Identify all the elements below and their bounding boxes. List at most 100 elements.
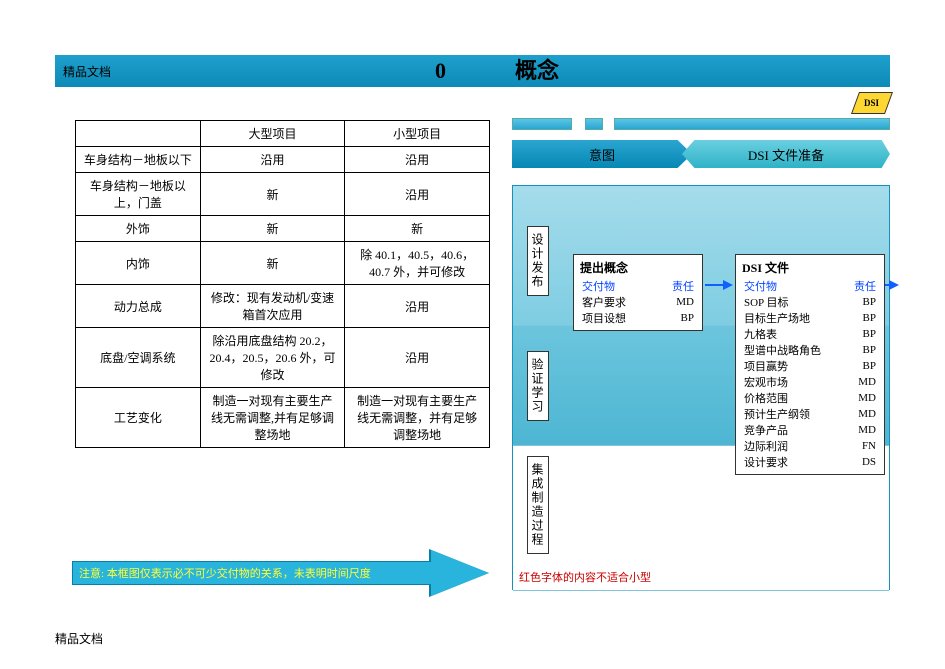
card-row: 项目赢势BP xyxy=(742,358,878,374)
dsi-file-card: DSI 文件 交付物 责任 SOP 目标BP目标生产场地BP九格表BP型谱中战略… xyxy=(735,254,885,475)
note-arrow-text: 注意: 本框图仅表示必不可少交付物的关系，未表明时间尺度 xyxy=(79,565,371,581)
card-row-value: BP xyxy=(845,358,878,374)
card-row-value: MD xyxy=(845,374,878,390)
table-row: 工艺变化制造一对现有主要生产线无需调整,并有足够调整场地制造一对现有主要生产线无… xyxy=(76,388,490,448)
arrow-line-1 xyxy=(705,284,725,286)
card-row: 价格范围MD xyxy=(742,390,878,406)
process-diagram: 设计发布 验证学习 集成制造过程 提出概念 交付物 责任 客户要求MD项目设想B… xyxy=(512,185,890,590)
dsi-card-header-right: 责任 xyxy=(845,278,878,294)
card-row: 竞争产品MD xyxy=(742,422,878,438)
band1-vertical-label: 设计发布 xyxy=(527,226,549,296)
table-cell: 除沿用底盘结构 20.2，20.4，20.5，20.6 外，可修改 xyxy=(200,328,345,388)
card-row-value: BP xyxy=(845,342,878,358)
card-row: 客户要求MD xyxy=(580,294,696,310)
dsi-diamond-badge: DSI xyxy=(851,92,893,114)
card-row-value: MD xyxy=(845,422,878,438)
card-row-value: FN xyxy=(845,438,878,454)
card-row-label: 客户要求 xyxy=(580,294,655,310)
table-cell: 沿用 xyxy=(345,285,490,328)
footer-doc-label: 精品文档 xyxy=(55,630,103,647)
mini-bar xyxy=(614,118,890,130)
arrow-head-exit xyxy=(889,280,899,290)
table-cell: 新 xyxy=(200,173,345,216)
table-cell: 新 xyxy=(200,216,345,242)
table-header-small: 小型项目 xyxy=(345,121,490,147)
table-header-large: 大型项目 xyxy=(200,121,345,147)
card-row: 边际利润FN xyxy=(742,438,878,454)
intent-left-segment: 意图 xyxy=(512,140,692,168)
table-cell: 车身结构－地板以上，门盖 xyxy=(76,173,201,216)
dsi-file-card-title: DSI 文件 xyxy=(742,259,878,276)
card-row-label: 项目赢势 xyxy=(742,358,845,374)
table-cell: 新 xyxy=(345,216,490,242)
table-cell: 车身结构－地板以下 xyxy=(76,147,201,173)
table-row: 外饰新新 xyxy=(76,216,490,242)
table-cell: 工艺变化 xyxy=(76,388,201,448)
card-row-label: 九格表 xyxy=(742,326,845,342)
card-row-label: 预计生产纲领 xyxy=(742,406,845,422)
table-cell: 沿用 xyxy=(345,328,490,388)
band2-vertical-label: 验证学习 xyxy=(527,351,549,421)
card-row: 设计要求DS xyxy=(742,454,878,470)
note-arrow-head xyxy=(431,550,489,596)
table-cell: 修改：现有发动机/变速箱首次应用 xyxy=(200,285,345,328)
header-doc-label: 精品文档 xyxy=(63,63,111,80)
concept-card-title: 提出概念 xyxy=(580,259,696,276)
diagram-footnote: 红色字体的内容不适合小型 xyxy=(519,569,651,585)
table-cell: 动力总成 xyxy=(76,285,201,328)
header-section-number: 0 xyxy=(435,55,446,87)
card-row-value: BP xyxy=(845,326,878,342)
card-row: 项目设想BP xyxy=(580,310,696,326)
table-row: 底盘/空调系统除沿用底盘结构 20.2，20.4，20.5，20.6 外，可修改… xyxy=(76,328,490,388)
arrow-head-1 xyxy=(723,280,733,290)
table-header-blank xyxy=(76,121,201,147)
card-row: SOP 目标BP xyxy=(742,294,878,310)
mini-bar xyxy=(585,118,603,130)
table-cell: 外饰 xyxy=(76,216,201,242)
table-cell: 底盘/空调系统 xyxy=(76,328,201,388)
card-row-label: 设计要求 xyxy=(742,454,845,470)
table-row: 车身结构－地板以下沿用沿用 xyxy=(76,147,490,173)
concept-card: 提出概念 交付物 责任 客户要求MD项目设想BP xyxy=(573,254,703,331)
table-cell: 新 xyxy=(200,242,345,285)
concept-card-header-left: 交付物 xyxy=(580,278,655,294)
dsi-diamond-label: DSI xyxy=(864,98,879,108)
card-row-label: 价格范围 xyxy=(742,390,845,406)
mini-bar xyxy=(512,118,572,130)
card-row-value: BP xyxy=(655,310,696,326)
card-row-label: 型谱中战略角色 xyxy=(742,342,845,358)
note-arrow-body: 注意: 本框图仅表示必不可少交付物的关系，未表明时间尺度 xyxy=(72,561,432,585)
card-row: 九格表BP xyxy=(742,326,878,342)
table-cell: 除 40.1，40.5，40.6，40.7 外，并可修改 xyxy=(345,242,490,285)
table-row: 内饰新除 40.1，40.5，40.6，40.7 外，并可修改 xyxy=(76,242,490,285)
concept-card-header-right: 责任 xyxy=(655,278,696,294)
card-row-value: MD xyxy=(655,294,696,310)
card-row-value: DS xyxy=(845,454,878,470)
note-arrow: 注意: 本框图仅表示必不可少交付物的关系，未表明时间尺度 xyxy=(72,550,507,595)
card-row: 预计生产纲领MD xyxy=(742,406,878,422)
table-cell: 制造一对现有主要生产线无需调整，并有足够调整场地 xyxy=(345,388,490,448)
card-row: 宏观市场MD xyxy=(742,374,878,390)
card-row-label: 边际利润 xyxy=(742,438,845,454)
card-row-value: BP xyxy=(845,294,878,310)
table-cell: 内饰 xyxy=(76,242,201,285)
card-row-value: MD xyxy=(845,390,878,406)
card-row-label: 竞争产品 xyxy=(742,422,845,438)
card-row: 目标生产场地BP xyxy=(742,310,878,326)
table-row: 动力总成修改：现有发动机/变速箱首次应用沿用 xyxy=(76,285,490,328)
table-row: 车身结构－地板以上，门盖新沿用 xyxy=(76,173,490,216)
header-section-title: 概念 xyxy=(515,55,559,87)
table-cell: 沿用 xyxy=(345,147,490,173)
band3-vertical-label: 集成制造过程 xyxy=(527,456,549,554)
table-header-row: 大型项目 小型项目 xyxy=(76,121,490,147)
card-row: 型谱中战略角色BP xyxy=(742,342,878,358)
card-row-label: 宏观市场 xyxy=(742,374,845,390)
table-cell: 沿用 xyxy=(200,147,345,173)
comparison-table: 大型项目 小型项目 车身结构－地板以下沿用沿用车身结构－地板以上，门盖新沿用外饰… xyxy=(75,120,490,448)
card-row-value: MD xyxy=(845,406,878,422)
header-bar: 精品文档 0 概念 xyxy=(55,55,890,87)
card-row-label: SOP 目标 xyxy=(742,294,845,310)
table-cell: 制造一对现有主要生产线无需调整,并有足够调整场地 xyxy=(200,388,345,448)
card-row-value: BP xyxy=(845,310,878,326)
card-row-label: 目标生产场地 xyxy=(742,310,845,326)
